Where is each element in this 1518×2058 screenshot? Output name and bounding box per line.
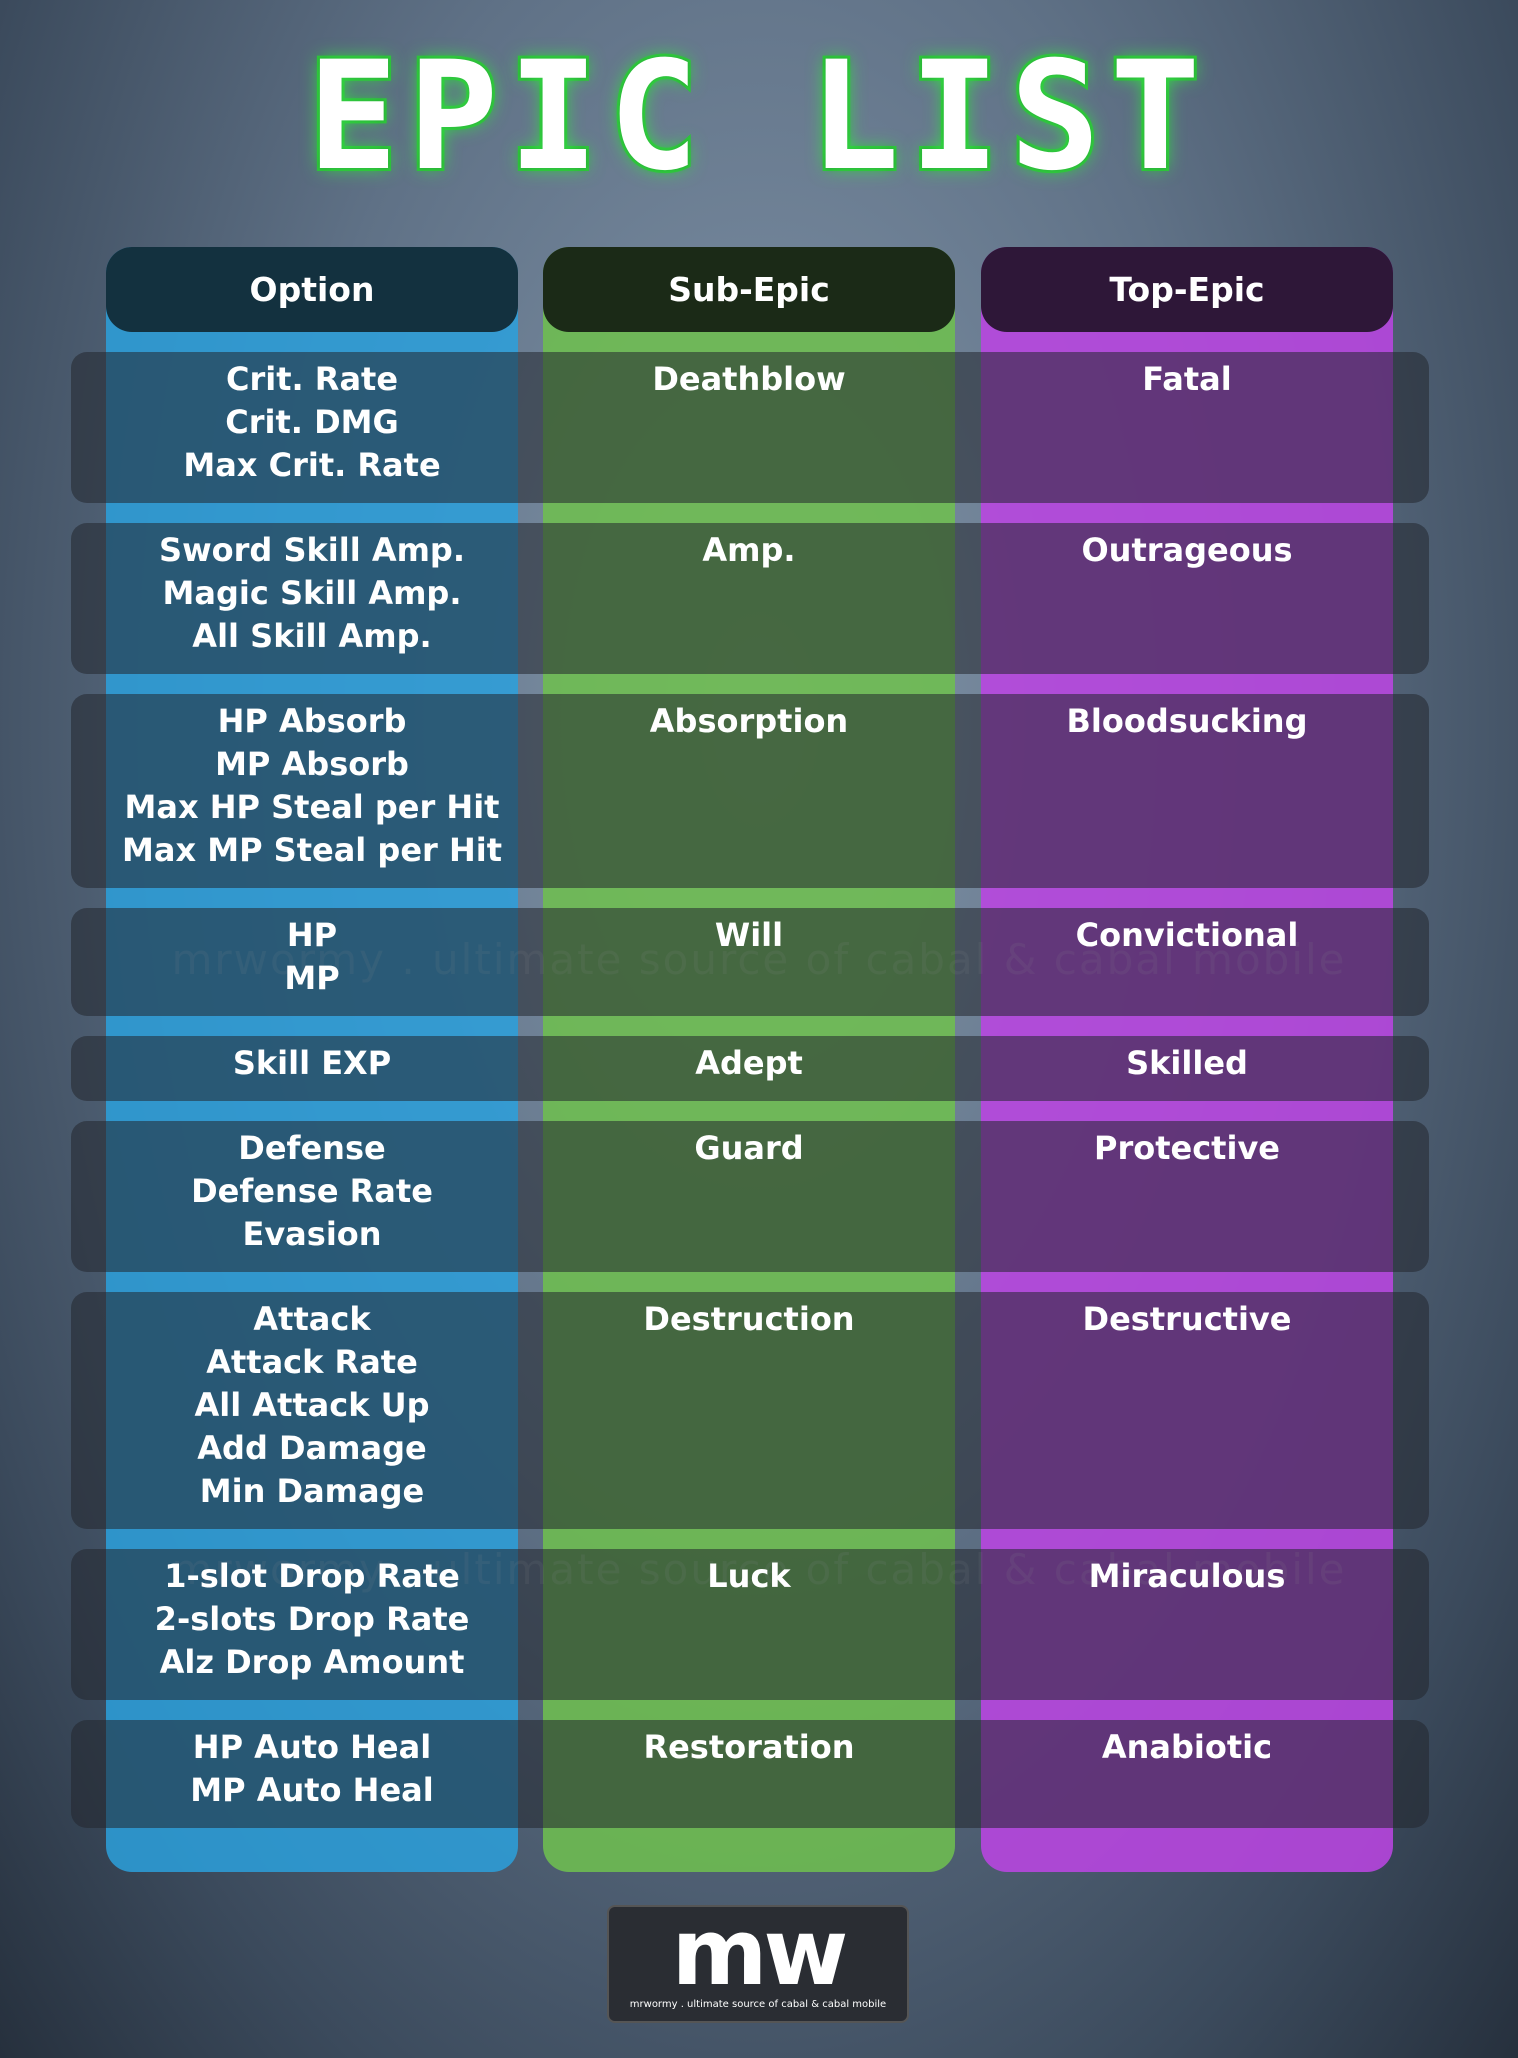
option: Skill EXP [232, 1044, 392, 1082]
sub-epic-cell: Deathblow [652, 360, 846, 398]
top-epic-cell: Fatal [1142, 360, 1232, 398]
logo-tagline: mrwormy . ultimate source of cabal & cab… [629, 1999, 887, 2010]
option: MP [284, 959, 340, 997]
row-band [71, 1549, 1429, 1700]
row-band [71, 352, 1429, 503]
option: Max HP Steal per Hit [124, 788, 500, 826]
option: Evasion [242, 1215, 382, 1253]
option: Attack Rate [206, 1343, 418, 1381]
option-cell: Defense Defense Rate Evasion [106, 1121, 518, 1256]
option: Max Crit. Rate [183, 446, 441, 484]
option: Alz Drop Amount [159, 1643, 465, 1681]
logo: mw mrwormy . ultimate source of cabal & … [607, 1905, 909, 2023]
top-epic-cell: Destructive [1082, 1300, 1292, 1338]
column-header: Sub-Epic [543, 247, 955, 332]
row-band [71, 1292, 1429, 1529]
option-cell: HP MP [106, 908, 518, 1000]
option: Attack [253, 1300, 371, 1338]
top-epic-cell: Miraculous [1088, 1557, 1286, 1595]
sub-epic-cell: Restoration [643, 1728, 855, 1766]
sub-epic-cell: Adept [695, 1044, 803, 1082]
top-epic-cell: Convictional [1075, 916, 1299, 954]
option: HP [286, 916, 338, 954]
top-epic-cell: Bloodsucking [1066, 702, 1308, 740]
column-header: Top-Epic [981, 247, 1393, 332]
option-cell: HP Auto Heal MP Auto Heal [106, 1720, 518, 1812]
top-epic-cell: Anabiotic [1101, 1728, 1273, 1766]
option-cell: Attack Attack Rate All Attack Up Add Damage… [106, 1292, 518, 1513]
option: 1-slot Drop Rate [164, 1557, 460, 1595]
option-cell: 1-slot Drop Rate 2-slots Drop Rate Alz Dro… [106, 1549, 518, 1684]
logo-mark: mw [671, 1899, 849, 2006]
row-band [71, 908, 1429, 1016]
option: HP Absorb [217, 702, 407, 740]
option: Crit. DMG [225, 403, 399, 441]
row-band [71, 1036, 1429, 1101]
row-band [71, 1720, 1429, 1828]
option: Magic Skill Amp. [162, 574, 462, 612]
row-band [71, 1121, 1429, 1272]
option: Sword Skill Amp. [159, 531, 465, 569]
row-band [71, 523, 1429, 674]
option: MP Auto Heal [190, 1771, 434, 1809]
row-band [71, 694, 1429, 888]
option: Crit. Rate [225, 360, 399, 398]
sub-epic-cell: Luck [707, 1557, 791, 1595]
option: Defense Rate [191, 1172, 433, 1210]
option: Max MP Steal per Hit [122, 831, 502, 869]
title: EPIC LIST [305, 27, 1211, 207]
option: All Attack Up [194, 1386, 430, 1424]
option: MP Absorb [215, 745, 409, 783]
option: Add Damage [197, 1429, 427, 1467]
sub-epic-cell: Will [714, 916, 784, 954]
option-cell: Crit. Rate Crit. DMG Max Crit. Rate [106, 352, 518, 487]
sub-epic-cell: Guard [694, 1129, 804, 1167]
option: HP Auto Heal [192, 1728, 432, 1766]
option: Min Damage [199, 1472, 425, 1510]
top-epic-cell: Protective [1093, 1129, 1280, 1167]
option: Defense [238, 1129, 386, 1167]
option: All Skill Amp. [192, 617, 432, 655]
top-epic-cell: Skilled [1126, 1044, 1248, 1082]
option-cell: HP Absorb MP Absorb Max HP Steal per Hit Ma… [106, 694, 518, 872]
top-epic-cell: Outrageous [1081, 531, 1293, 569]
option: 2-slots Drop Rate [154, 1600, 470, 1638]
option-cell: Sword Skill Amp. Magic Skill Amp. All Skil… [106, 523, 518, 658]
sub-epic-cell: Amp. [702, 531, 796, 569]
sub-epic-cell: Destruction [643, 1300, 855, 1338]
sub-epic-cell: Absorption [649, 702, 849, 740]
column-header: Option [106, 247, 518, 332]
option-cell: Skill EXP [106, 1036, 518, 1085]
